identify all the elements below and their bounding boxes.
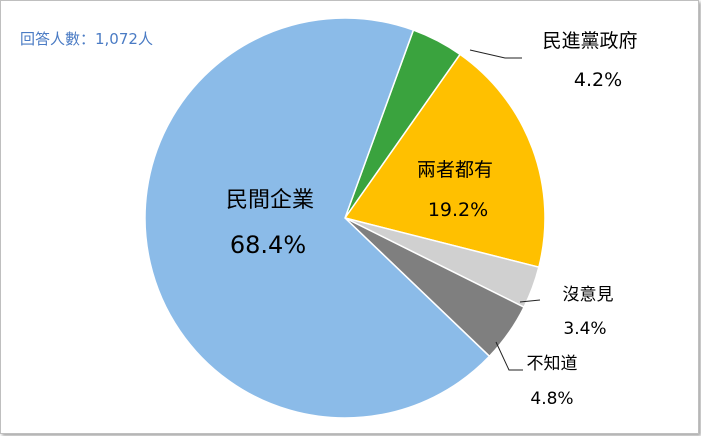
leader-line-2 — [519, 299, 541, 303]
slice-labels: 民進黨政府 4.2% 兩者都有 19.2% 沒意見 3.4% 不知道 4.8% 民間企業 68.4… — [226, 30, 638, 409]
slice-category-label-3: 不知道 — [527, 354, 578, 374]
leader-line-0 — [469, 49, 522, 59]
respondent-count-note: 回答人數：1,072人 — [20, 30, 153, 48]
slice-category-label-2: 沒意見 — [563, 285, 614, 305]
slice-value-label-1: 19.2% — [428, 199, 488, 221]
slice-category-label-0: 民進黨政府 — [542, 30, 637, 52]
pie-slices — [144, 17, 546, 419]
pie-slice-4 — [144, 17, 491, 419]
pie-slice-1 — [343, 53, 546, 269]
slice-category-label-1: 兩者都有 — [417, 159, 493, 181]
slice-value-label-0: 4.2% — [574, 69, 622, 91]
leader-lines — [469, 49, 541, 371]
slice-value-label-4: 68.4% — [230, 231, 306, 259]
slice-value-label-2: 3.4% — [563, 319, 606, 339]
slice-category-label-4: 民間企業 — [226, 188, 314, 213]
leader-line-3 — [495, 341, 523, 371]
slice-value-label-3: 4.8% — [530, 389, 573, 409]
